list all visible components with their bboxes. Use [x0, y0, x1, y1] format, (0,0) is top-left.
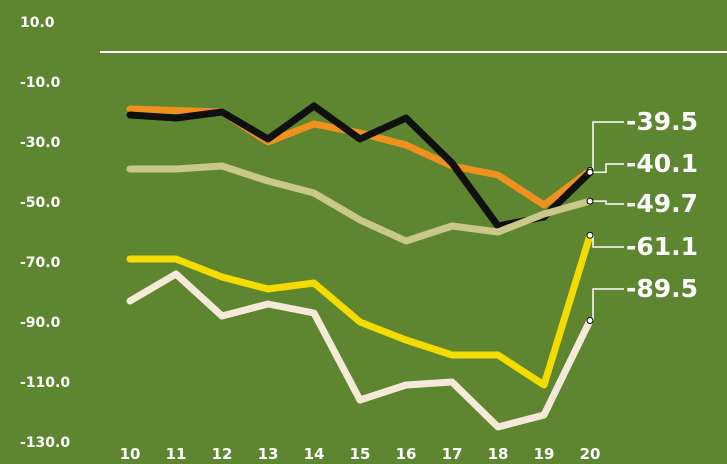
x-tick-label: 10 — [120, 445, 141, 463]
series-line — [126, 162, 594, 245]
end-value-label: -61.1 — [626, 232, 698, 261]
x-tick-label: 17 — [442, 445, 463, 463]
y-axis: 10.0 -10.0 -30.0 -50.0 -70.0 -90.0 -110.0 -130.… — [20, 15, 70, 451]
y-tick-label: -50.0 — [20, 195, 61, 211]
x-axis: 10 11 12 13 14 15 16 17 18 19 20 — [120, 445, 601, 463]
series-group — [126, 102, 594, 431]
y-tick-label: -70.0 — [20, 255, 61, 271]
x-tick-label: 11 — [166, 445, 187, 463]
end-labels-group: -39.5 -40.1 -49.7 -61.1 -89.5 — [586, 107, 698, 324]
end-value-label: -49.7 — [626, 189, 698, 218]
end-point-marker — [586, 317, 594, 324]
y-tick-label: -90.0 — [20, 315, 61, 331]
y-tick-label: -130.0 — [20, 435, 70, 451]
x-tick-label: 18 — [488, 445, 509, 463]
x-tick-label: 14 — [304, 445, 325, 463]
y-tick-label: 10.0 — [20, 15, 55, 31]
x-tick-label: 19 — [534, 445, 555, 463]
end-label-connector — [590, 234, 624, 248]
x-tick-label: 16 — [396, 445, 417, 463]
y-tick-label: -110.0 — [20, 375, 70, 391]
y-tick-label: -30.0 — [20, 135, 61, 151]
end-label-connector — [590, 163, 624, 174]
x-tick-label: 15 — [350, 445, 371, 463]
x-tick-label: 12 — [212, 445, 233, 463]
end-label-connector — [590, 121, 624, 172]
end-value-label: -39.5 — [626, 107, 698, 136]
end-point-marker — [586, 168, 594, 176]
end-point-marker — [586, 231, 594, 239]
y-tick-label: -10.0 — [20, 75, 61, 91]
end-value-label: -40.1 — [626, 149, 698, 178]
end-point-marker — [586, 197, 594, 205]
x-tick-label: 13 — [258, 445, 279, 463]
series-line — [126, 270, 594, 431]
series-line — [126, 105, 594, 209]
series-line — [126, 231, 594, 389]
end-label-connector — [590, 288, 624, 322]
end-value-label: -89.5 — [626, 274, 698, 303]
x-tick-label: 20 — [580, 445, 601, 463]
end-label-connector — [590, 200, 624, 205]
